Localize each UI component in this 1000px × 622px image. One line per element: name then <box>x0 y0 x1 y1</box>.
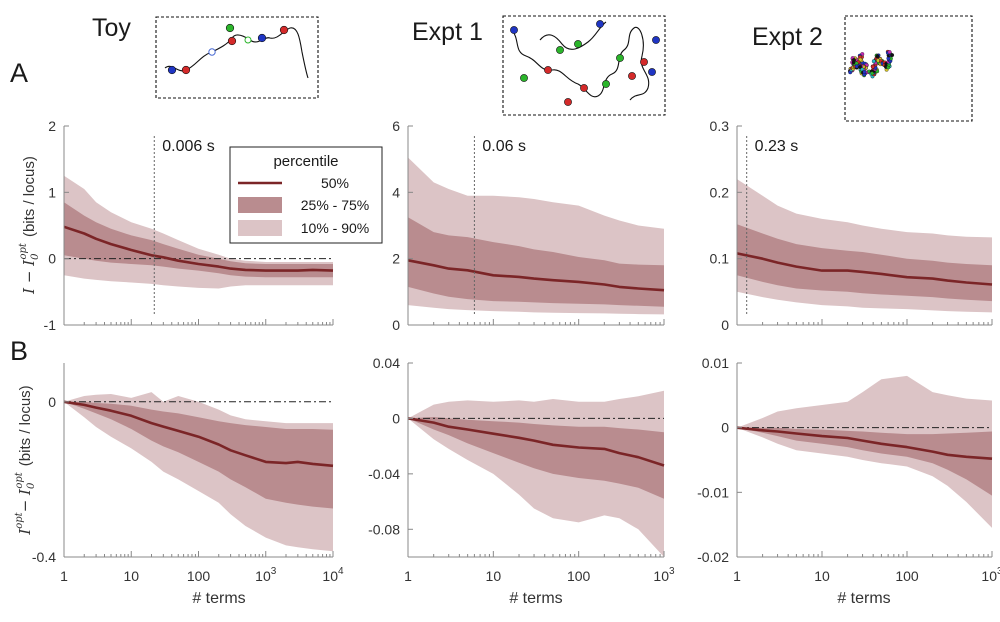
y-axis-label-bottom-pre: I <box>16 528 34 536</box>
y-tick-label-expt1-B-3: 0.04 <box>373 355 400 371</box>
y-tick-label-expt1-B-1: -0.04 <box>368 466 400 482</box>
y-axis-label-top-sup: opt <box>18 242 29 259</box>
y-tick-label-expt2-B-1: -0.01 <box>697 484 729 500</box>
median-line-expt1-A <box>407 259 665 292</box>
y-tick-label-expt2-A-0: 0 <box>721 317 729 333</box>
panel-toy-A: 0.006 s -1 0 1 2 <box>44 118 334 333</box>
y-axis-label-top-units: (bits / locus) <box>21 156 38 237</box>
y-axis-label-bottom-sub: 0 <box>26 482 37 489</box>
column-title-expt2: Expt 2 <box>752 23 823 51</box>
expt2-locus-dot <box>870 64 875 69</box>
y-axis-label-bottom: Iopt− I0opt(bits / locus) <box>14 385 37 535</box>
y-tick-label-expt1-B-0: -0.08 <box>368 521 400 537</box>
y-axis-label-top: I − I0opt (bits / locus) <box>18 156 41 295</box>
y-tick-label-expt2-B-0: -0.02 <box>697 549 729 565</box>
expt2-locus-dot <box>875 54 880 59</box>
median-line-expt2-A <box>736 252 993 286</box>
y-tick-label-expt2-A-2: 0.2 <box>710 184 730 200</box>
y-tick-label-toy-B-0: -0.4 <box>32 549 56 565</box>
row-letter-b: B <box>10 336 28 366</box>
band-25-75-toy-B <box>64 401 333 509</box>
y-tick-label-toy-A-2: 1 <box>48 184 56 200</box>
x-axis-label-toy: # terms <box>192 590 245 607</box>
legend: percentile 50% 25% - 75% 10% - 90% <box>229 146 383 244</box>
column-title-toy: Toy <box>92 14 131 42</box>
legend-swatch-outer <box>238 220 282 236</box>
x-tick-label-toy-B-2: 100 <box>187 568 211 584</box>
x-tick-label-toy-B-0: 1 <box>60 568 68 584</box>
time-marker-label-expt1-A: 0.06 s <box>482 138 526 155</box>
time-marker-label-toy-A: 0.006 s <box>162 138 214 155</box>
legend-label-median: 50% <box>321 175 349 191</box>
x-axis-label-expt1: # terms <box>509 590 562 607</box>
band-25-75-expt2-B <box>737 427 992 496</box>
inset-toy-trajectory <box>155 16 319 99</box>
panels: 0.006 s -1 0 1 2 0.06 s 0 2 4 6 0.23 s 0 0.1 0.2 0.3 -0… <box>32 118 1000 584</box>
column-title-expt1: Expt 1 <box>412 18 483 46</box>
x-tick-label-toy-B-4: 104 <box>322 566 344 584</box>
x-tick-label-expt2-B-3: 103 <box>981 566 1000 584</box>
y-tick-label-expt2-B-3: 0.01 <box>702 355 729 371</box>
y-tick-label-toy-A-3: 2 <box>48 118 56 134</box>
expt2-locus-dot <box>858 65 863 69</box>
expt2-locus-dot <box>890 53 895 58</box>
band-10-90-expt2-B <box>737 375 992 528</box>
legend-title: percentile <box>273 153 338 170</box>
x-tick-label-toy-B-1: 10 <box>123 568 139 584</box>
y-tick-label-expt1-A-0: 0 <box>392 317 400 333</box>
y-axis-label-bottom-mid: − I <box>16 488 34 512</box>
legend-swatch-inner <box>238 197 282 213</box>
median-line-expt2-B <box>736 426 993 460</box>
y-tick-label-expt1-A-2: 4 <box>392 184 400 200</box>
y-axis-label-bottom-units: (bits / locus) <box>17 385 34 466</box>
y-tick-label-toy-A-1: 0 <box>48 251 56 267</box>
band-25-75-expt1-B <box>408 417 664 499</box>
x-tick-label-expt1-B-3: 103 <box>653 566 675 584</box>
inset-expt1-trajectory <box>502 15 666 116</box>
y-tick-label-expt2-B-2: 0 <box>721 420 729 436</box>
panel-expt2-A: 0.23 s 0 0.1 0.2 0.3 <box>710 118 993 333</box>
x-tick-label-expt2-B-2: 100 <box>895 568 919 584</box>
inset-expt2-trajectory <box>844 15 973 122</box>
y-tick-label-expt1-B-2: 0 <box>392 410 400 426</box>
y-tick-label-expt1-A-3: 6 <box>392 118 400 134</box>
x-tick-label-expt1-B-2: 100 <box>567 568 591 584</box>
panel-expt1-B: -0.08 -0.04 0 0.04 1 10 100 103 <box>368 355 675 584</box>
y-tick-label-expt2-A-1: 0.1 <box>710 251 730 267</box>
y-axis-label-top-sub: 0 <box>30 253 41 260</box>
panel-expt1-A: 0.06 s 0 2 4 6 <box>392 118 665 333</box>
legend-label-outer: 10% - 90% <box>301 220 369 236</box>
row-letter-a: A <box>10 58 28 88</box>
y-tick-label-toy-A-0: -1 <box>44 317 57 333</box>
y-tick-label-expt2-A-3: 0.3 <box>710 118 730 134</box>
band-25-75-toy-A <box>64 202 333 278</box>
time-marker-label-expt2-A: 0.23 s <box>755 138 799 155</box>
x-tick-label-expt2-B-1: 10 <box>814 568 830 584</box>
panel-expt2-B: -0.02 -0.01 0 0.01 1 10 100 103 <box>697 355 1000 584</box>
x-tick-label-toy-B-3: 103 <box>255 566 277 584</box>
x-axis-label-expt2: # terms <box>837 590 890 607</box>
y-tick-label-toy-B-1: 0 <box>48 394 56 410</box>
expt2-locus-dot <box>871 59 876 64</box>
expt2-locus-dot <box>887 50 892 55</box>
median-line-expt1-B <box>407 417 665 467</box>
x-tick-label-expt1-B-1: 10 <box>486 568 502 584</box>
y-tick-label-expt1-A-1: 2 <box>392 251 400 267</box>
expt2-locus-dot <box>862 69 867 74</box>
x-tick-label-expt2-B-0: 1 <box>733 568 741 584</box>
legend-label-inner: 25% - 75% <box>301 197 369 213</box>
y-axis-label-top-main: I − I <box>20 259 38 295</box>
median-line-toy-A <box>63 225 334 272</box>
x-tick-label-expt1-B-0: 1 <box>404 568 412 584</box>
band-25-75-expt2-A <box>737 224 992 302</box>
median-line-toy-B <box>63 400 334 468</box>
panel-toy-B: -0.4 0 1 10 100 103 104 <box>32 363 344 584</box>
y-axis-label-bottom-sup: opt <box>14 471 25 488</box>
y-axis-label-bottom-presup: opt <box>14 511 25 528</box>
